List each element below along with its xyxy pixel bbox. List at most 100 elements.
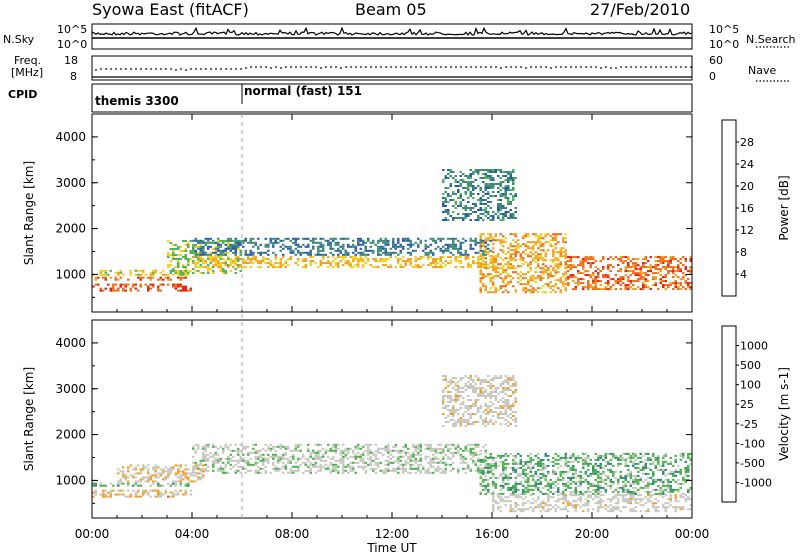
power-echo-band-7-cell: [569, 264, 572, 267]
velocity-echo-band-0-cell: [107, 495, 110, 498]
velocity-echo-band-3-cell: [432, 457, 435, 460]
power-echo-band-8-cell: [484, 209, 487, 211]
velocity-echo-band-6-cell: [477, 395, 480, 397]
velocity-echo-band-4-cell: [544, 452, 547, 455]
velocity-echo-band-6-cell: [472, 423, 475, 425]
velocity-echo-band-6-cell: [479, 391, 482, 393]
velocity-echo-band-6-cell: [449, 395, 452, 397]
nave-point: [100, 68, 102, 70]
power-echo-band-7-cell: [682, 278, 685, 281]
power-echo-band-8-cell: [457, 185, 460, 187]
velocity-echo-band-2-cell: [199, 476, 202, 479]
power-echo-band-3-cell: [227, 244, 230, 246]
power-echo-band-5-cell: [462, 241, 465, 244]
power-echo-band-4-cell: [244, 266, 247, 269]
velocity-echo-band-2-cell: [202, 474, 205, 477]
velocity-echo-band-3-cell: [192, 471, 195, 474]
power-echo-band-4-cell: [309, 256, 312, 259]
power-echo-band-1-cell: [109, 276, 112, 279]
velocity-echo-band-4-cell: [507, 486, 510, 489]
velocity-echo-band-3-cell: [464, 447, 467, 450]
velocity-echo-band-3-cell: [384, 467, 387, 470]
velocity-echo-band-3-cell: [444, 443, 447, 446]
velocity-echo-band-3-cell: [297, 443, 300, 446]
velocity-echo-band-5-cell: [652, 504, 655, 507]
velocity-echo-band-2-cell: [187, 478, 190, 481]
power-echo-band-8-cell: [502, 217, 505, 219]
velocity-echo-band-2-cell: [199, 472, 202, 475]
power-echo-band-4-cell: [377, 266, 380, 269]
power-echo-band-8-cell: [452, 191, 455, 193]
power-echo-band-6-cell: [554, 235, 557, 238]
velocity-echo-band-4-cell: [597, 456, 600, 459]
power-echo-band-5-cell: [424, 247, 427, 250]
velocity-echo-band-4-cell: [637, 470, 640, 473]
velocity-echo-band-4-cell: [609, 452, 612, 455]
velocity-echo-band-6-cell: [482, 395, 485, 397]
velocity-echo-band-4-cell: [689, 458, 692, 461]
power-echo-band-8-cell: [479, 209, 482, 211]
velocity-echo-band-3-cell: [432, 461, 435, 464]
power-echo-band-0-cell: [119, 285, 122, 288]
power-echo-band-6-cell: [492, 267, 495, 270]
power-echo-band-5-cell: [269, 241, 272, 244]
velocity-echo-band-6-cell: [479, 417, 482, 419]
velocity-echo-band-4-cell: [617, 490, 620, 493]
velocity-echo-band-4-cell: [599, 464, 602, 467]
power-echo-band-6-cell: [512, 271, 515, 274]
velocity-echo-band-3-cell: [317, 443, 320, 446]
power-echo-band-0-cell: [172, 283, 175, 286]
velocity-echo-band-3-cell: [427, 471, 430, 474]
power-echo-band-5-cell: [464, 249, 467, 252]
nave-point: [295, 66, 297, 68]
velocity-echo-band-3-cell: [427, 461, 430, 464]
power-echo-band-6-cell: [552, 261, 555, 264]
power-echo-band-4-cell: [454, 260, 457, 263]
velocity-echo-band-4-cell: [499, 492, 502, 495]
velocity-echo-band-3-cell: [264, 459, 267, 462]
power-echo-band-5-cell: [317, 247, 320, 250]
power-echo-band-6-cell: [502, 245, 505, 248]
velocity-echo-band-4-cell: [507, 474, 510, 477]
power-echo-band-3-cell: [177, 260, 180, 262]
power-echo-band-2-cell: [99, 273, 102, 276]
power-echo-band-7-cell: [674, 284, 677, 287]
velocity-echo-band-3-cell: [354, 461, 357, 464]
power-echo-band-7-cell: [642, 264, 645, 267]
velocity-echo-band-5-cell: [614, 506, 617, 509]
velocity-echo-band-3-cell: [307, 459, 310, 462]
power-echo-band-5-cell: [222, 249, 225, 252]
velocity-echo-band-4-cell: [542, 468, 545, 471]
power-echo-band-6-cell: [542, 259, 545, 262]
velocity-echo-band-3-cell: [397, 457, 400, 460]
velocity-echo-band-6-cell: [467, 387, 470, 389]
power-echo-band-5-cell: [402, 237, 405, 240]
power-echo-band-5-cell: [232, 247, 235, 250]
power-echo-band-3-cell: [222, 270, 225, 272]
velocity-echo-band-6-cell: [449, 413, 452, 415]
velocity-echo-band-2-cell: [169, 466, 172, 469]
power-echo-band-6-cell: [537, 235, 540, 238]
velocity-echo-band-3-cell: [224, 463, 227, 466]
power-echo-band-5-cell: [289, 239, 292, 242]
velocity-echo-band-6-cell: [454, 421, 457, 423]
power-echo-band-7-cell: [567, 284, 570, 287]
velocity-echo-band-4-cell: [492, 490, 495, 493]
velocity-echo-band-4-cell: [532, 478, 535, 481]
power-echo-band-8-cell: [469, 213, 472, 215]
velocity-echo-band-4-cell: [652, 462, 655, 465]
velocity-echo-band-4-cell: [502, 478, 505, 481]
velocity-echo-band-3-cell: [429, 447, 432, 450]
power-echo-band-8-cell: [484, 199, 487, 201]
power-echo-band-5-cell: [247, 241, 250, 244]
power-echo-band-4-cell: [387, 258, 390, 261]
velocity-echo-band-6-cell: [464, 421, 467, 423]
nave-point: [105, 68, 107, 70]
power-echo-band-5-cell: [379, 253, 382, 256]
velocity-echo-band-4-cell: [509, 452, 512, 455]
velocity-echo-band-5-cell: [579, 498, 582, 501]
velocity-echo-band-5-cell: [644, 510, 647, 513]
velocity-echo-band-5-cell: [592, 498, 595, 501]
velocity-echo-band-5-cell: [622, 500, 625, 503]
velocity-echo-band-3-cell: [202, 455, 205, 458]
